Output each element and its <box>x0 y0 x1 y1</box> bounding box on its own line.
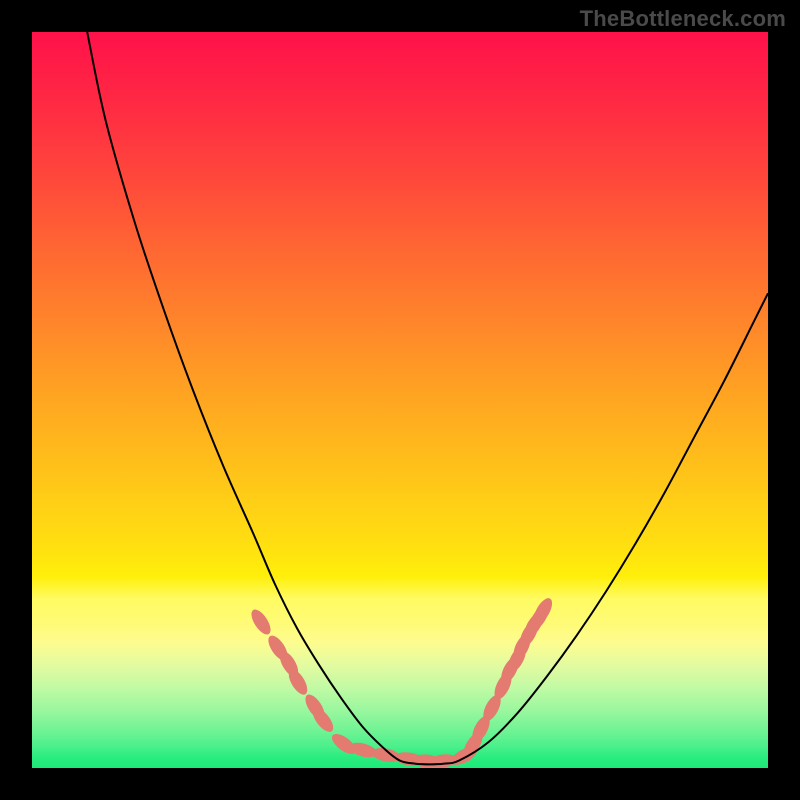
gradient-background <box>32 32 768 768</box>
bottleneck-chart: TheBottleneck.com <box>0 0 800 800</box>
watermark-text: TheBottleneck.com <box>580 6 786 32</box>
plot-area <box>32 32 768 768</box>
